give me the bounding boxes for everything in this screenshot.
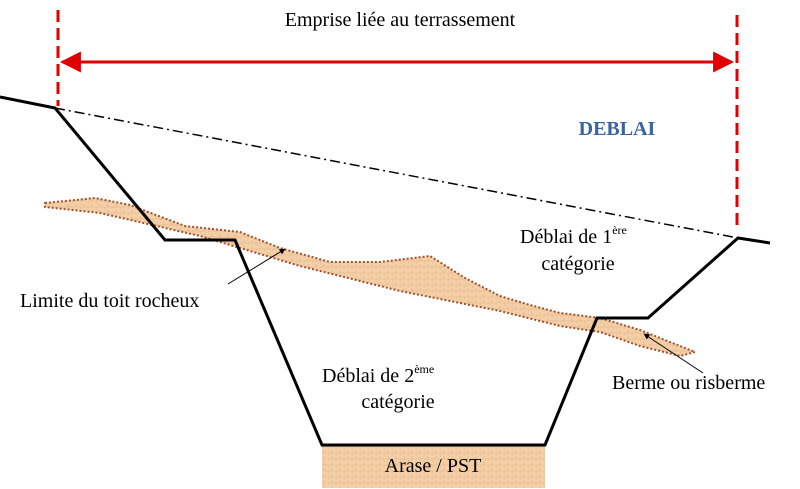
- zone-label-text: Déblai de 1: [520, 226, 612, 248]
- zone-label-sup: ère: [612, 223, 627, 237]
- annotation-arrow: [227, 248, 286, 285]
- annotation: Berme ou risberme: [612, 372, 765, 394]
- zone-label: Déblai de 2ème: [322, 362, 434, 387]
- zone-label: Déblai de 1ère: [520, 223, 627, 248]
- zone-label-sup: ème: [414, 362, 434, 376]
- annotation-arrow: [643, 333, 704, 374]
- title: DEBLAI: [579, 118, 656, 140]
- annotation: Limite du toit rocheux: [20, 290, 199, 312]
- zone-label-line2: catégorie: [541, 253, 614, 275]
- arase-label: Arase / PST: [385, 455, 482, 477]
- terrain-line: [54, 107, 739, 239]
- zone-label-text: Déblai de 2: [322, 365, 414, 387]
- rock-layer: [44, 196, 699, 358]
- profile: [0, 95, 771, 447]
- emprise-label: Emprise liée au terrassement: [285, 9, 516, 31]
- zone-label-line2: catégorie: [361, 391, 434, 413]
- arase: [322, 445, 545, 488]
